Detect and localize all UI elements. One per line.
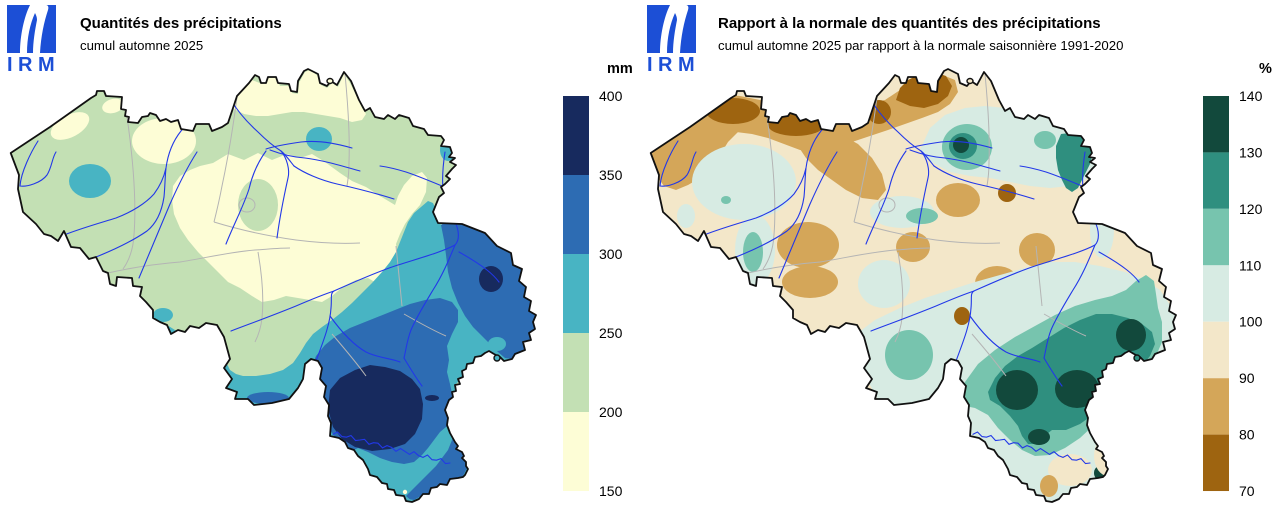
svg-text:150: 150 [599,483,623,499]
svg-text:mm: mm [607,61,633,77]
svg-text:200: 200 [599,404,623,420]
svg-text:400: 400 [599,88,623,104]
svg-text:70: 70 [1239,483,1255,499]
svg-text:300: 300 [599,246,623,262]
svg-text:120: 120 [1239,201,1263,217]
svg-text:100: 100 [1239,314,1263,330]
svg-text:IRM: IRM [7,54,60,76]
svg-text:Rapport à la normale des quant: Rapport à la normale des quantités des p… [718,15,1101,32]
svg-text:Quantités des précipitations: Quantités des précipitations [80,15,282,32]
svg-text:cumul automne 2025: cumul automne 2025 [80,38,203,53]
svg-text:80: 80 [1239,427,1255,443]
svg-text:%: % [1259,61,1272,77]
svg-text:110: 110 [1239,257,1262,273]
svg-text:IRM: IRM [647,54,700,76]
svg-text:90: 90 [1239,370,1255,386]
svg-text:cumul automne 2025 par rapport: cumul automne 2025 par rapport à la norm… [718,38,1123,53]
svg-text:250: 250 [599,325,623,341]
svg-text:350: 350 [599,167,623,183]
svg-text:140: 140 [1239,88,1263,104]
svg-text:130: 130 [1239,144,1263,160]
